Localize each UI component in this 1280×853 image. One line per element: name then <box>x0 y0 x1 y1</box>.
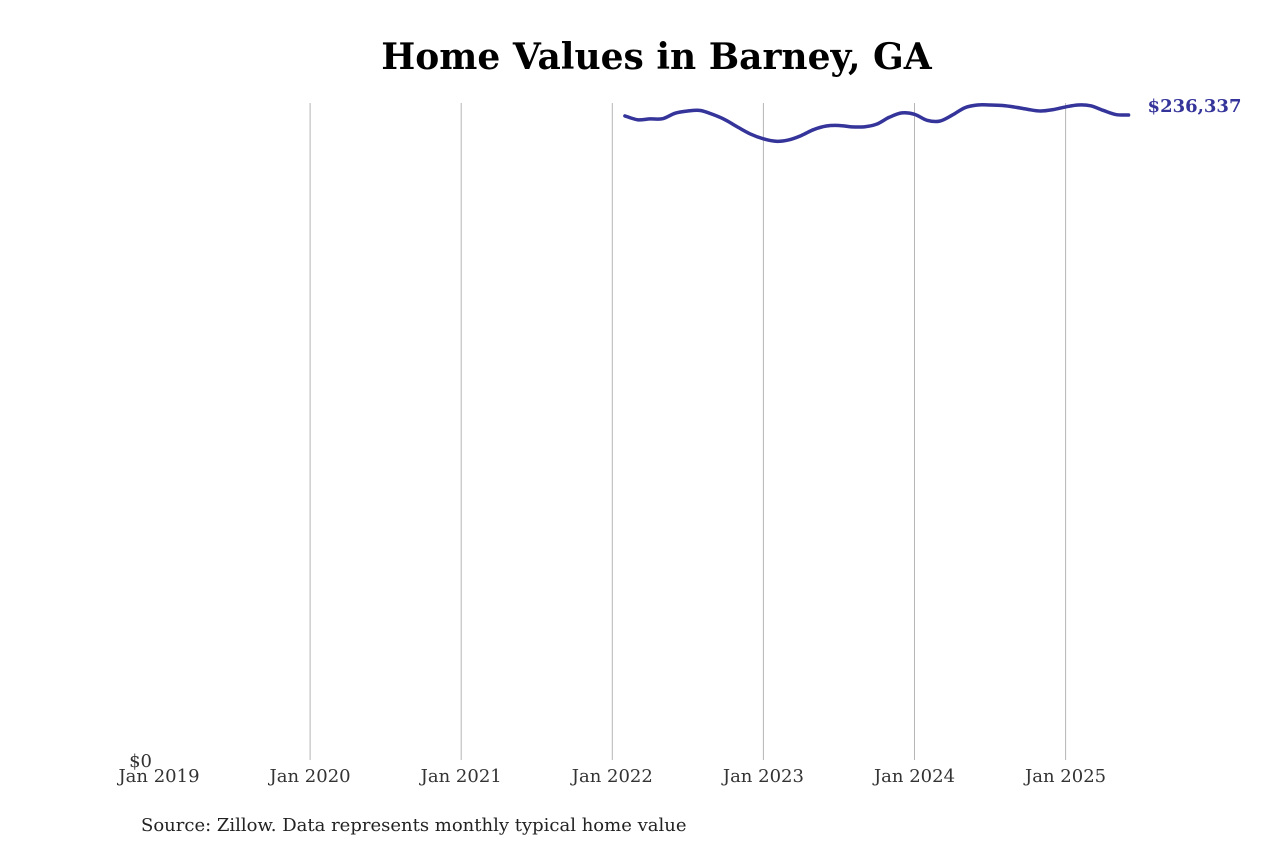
end-value-label: $236,337 <box>1148 96 1242 117</box>
series-layer: $236,337 <box>623 96 1242 144</box>
source-note: Source: Zillow. Data represents monthly … <box>141 815 687 836</box>
axis-tick-labels: Jan 2019 Jan 2020 Jan 2021 Jan 2022 Jan 2023… <box>116 751 1106 787</box>
x-tick-label: Jan 2021 <box>419 766 502 787</box>
x-tick-label: Jan 2025 <box>1023 766 1106 787</box>
grid-lines <box>309 103 1067 760</box>
chart-title: Home Values in Barney, GA <box>381 36 932 78</box>
y-tick-label: $0 <box>129 751 152 772</box>
x-tick-label: Jan 2019 <box>116 766 199 787</box>
x-tick-label: Jan 2020 <box>268 766 351 787</box>
x-tick-label: Jan 2022 <box>570 766 653 787</box>
x-tick-label: Jan 2023 <box>721 766 804 787</box>
x-tick-label: Jan 2024 <box>872 766 955 787</box>
series-line <box>623 103 1131 144</box>
